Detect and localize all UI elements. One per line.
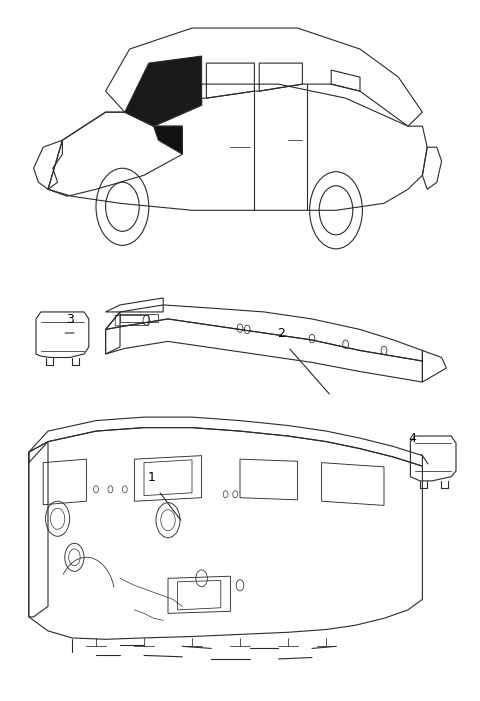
Text: 1: 1 — [147, 470, 155, 484]
Text: 4: 4 — [409, 432, 417, 445]
Text: 2: 2 — [277, 327, 285, 340]
Polygon shape — [125, 56, 202, 126]
Text: 3: 3 — [66, 313, 73, 326]
Polygon shape — [154, 126, 182, 154]
